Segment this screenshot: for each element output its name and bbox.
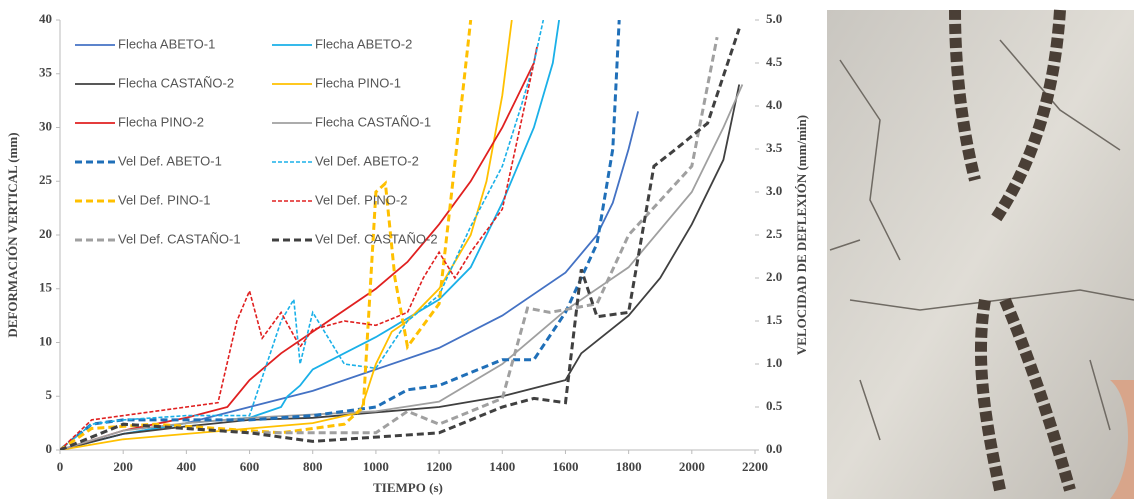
cracks xyxy=(829,39,1134,441)
series-line xyxy=(60,20,473,450)
legend-label: Vel Def. ABETO-1 xyxy=(118,153,222,168)
x-tick-label: 1600 xyxy=(552,459,578,474)
y-tick-label: 15 xyxy=(39,280,53,295)
x-tick-label: 400 xyxy=(177,459,197,474)
y-tick-label: 40 xyxy=(39,11,52,26)
series-line xyxy=(60,46,538,450)
y2-tick-label: 5.0 xyxy=(766,11,782,26)
series-line xyxy=(60,20,545,450)
x-tick-label: 1800 xyxy=(616,459,642,474)
x-tick-label: 2000 xyxy=(679,459,705,474)
x-axis-title: TIEMPO (s) xyxy=(373,480,443,495)
series-line xyxy=(60,84,744,450)
x-tick-label: 1400 xyxy=(489,459,515,474)
x-tick-label: 0 xyxy=(57,459,64,474)
plot-lines xyxy=(60,20,744,450)
legend-label: Flecha CASTAÑO-1 xyxy=(315,114,431,129)
y2-tick-label: 0.0 xyxy=(766,441,782,456)
y2-tick-label: 3.0 xyxy=(766,183,782,198)
y-tick-label: 0 xyxy=(46,441,53,456)
chain xyxy=(990,9,1066,224)
series-line xyxy=(60,28,741,450)
y-tick-label: 25 xyxy=(39,172,53,187)
series-line xyxy=(60,20,513,450)
legend-label: Flecha ABETO-1 xyxy=(118,36,215,51)
series-line xyxy=(60,62,535,450)
x-tick-label: 1000 xyxy=(363,459,389,474)
y-tick-label: 30 xyxy=(39,118,52,133)
chain xyxy=(999,297,1076,492)
y-tick-label: 20 xyxy=(39,226,52,241)
x-tick-label: 1200 xyxy=(426,459,452,474)
y2-tick-label: 0.5 xyxy=(766,398,783,413)
x-tick-label: 800 xyxy=(303,459,323,474)
y-tick-label: 10 xyxy=(39,333,52,348)
legend-label: Vel Def. CASTAÑO-2 xyxy=(315,231,438,246)
x-tick-label: 600 xyxy=(240,459,260,474)
chain xyxy=(974,299,1006,492)
x-tick-label: 200 xyxy=(113,459,133,474)
legend-label: Flecha PINO-1 xyxy=(315,75,401,90)
legend-label: Vel Def. CASTAÑO-1 xyxy=(118,231,241,246)
y2-tick-label: 4.0 xyxy=(766,97,782,112)
hand xyxy=(1110,380,1134,499)
y2-tick-label: 4.5 xyxy=(766,54,783,69)
photo xyxy=(827,9,1134,499)
y-tick-label: 5 xyxy=(46,387,53,402)
y2-axis-title: VELOCIDAD DE DEFLEXIÓN (mm/min) xyxy=(794,115,809,355)
y-tick-label: 35 xyxy=(39,65,53,80)
y2-tick-label: 3.5 xyxy=(766,140,783,155)
legend-label: Vel Def. ABETO-2 xyxy=(315,153,419,168)
photo-background xyxy=(827,10,1134,499)
legend-label: Flecha PINO-2 xyxy=(118,114,204,129)
chain xyxy=(949,9,981,182)
legend-label: Flecha ABETO-2 xyxy=(315,36,412,51)
y2-tick-label: 1.5 xyxy=(766,312,783,327)
legend-label: Vel Def. PINO-2 xyxy=(315,192,407,207)
legend-label: Flecha CASTAÑO-2 xyxy=(118,75,234,90)
legend-label: Vel Def. PINO-1 xyxy=(118,192,210,207)
y-axis-title: DEFORMACIÓN VERTICAL (mm) xyxy=(5,132,20,337)
y2-tick-label: 2.5 xyxy=(766,226,783,241)
x-tick-label: 2200 xyxy=(742,459,768,474)
y2-tick-label: 1.0 xyxy=(766,355,782,370)
y2-tick-label: 2.0 xyxy=(766,269,782,284)
